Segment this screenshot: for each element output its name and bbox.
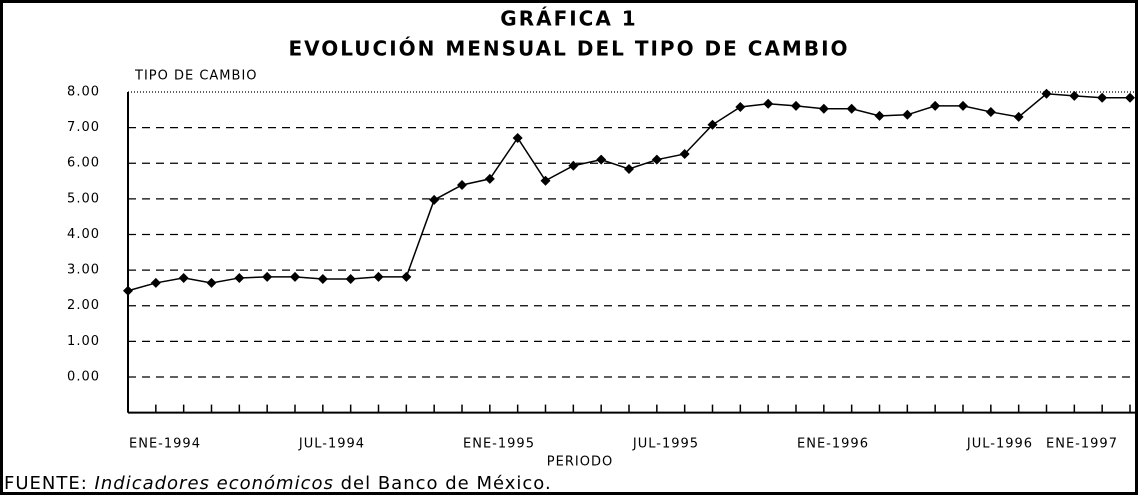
x-axis-label: PERIODO: [547, 455, 613, 470]
x-tick-label: ENE-1994: [129, 437, 201, 452]
point: [596, 154, 607, 165]
point: [679, 148, 690, 159]
point: [262, 271, 273, 282]
x-tick-label: JUL-1996: [966, 437, 1033, 452]
x-tick-label: ENE-1996: [797, 437, 869, 452]
source: FUENTE: Indicadores económicos del Banco…: [4, 473, 552, 494]
point: [540, 175, 551, 186]
point: [429, 194, 440, 205]
y-tick-label: 2.00: [67, 298, 100, 313]
y-tick-label: 5.00: [67, 191, 100, 206]
point: [1041, 88, 1052, 99]
point: [1097, 92, 1108, 103]
point: [985, 106, 996, 117]
y-tick-label: 4.00: [67, 227, 100, 242]
x-tick-label: JUL-1994: [298, 437, 365, 452]
point: [1069, 90, 1080, 101]
point: [1013, 111, 1024, 122]
point: [484, 173, 495, 184]
point: [345, 274, 356, 285]
y-tick-label: 3.00: [67, 263, 100, 278]
source-italic: Indicadores económicos: [95, 473, 334, 494]
source-prefix: FUENTE:: [4, 473, 88, 494]
point: [178, 272, 189, 283]
point: [651, 154, 662, 165]
point: [568, 160, 579, 171]
y-axis-label: TIPO DE CAMBIO: [134, 69, 258, 84]
point: [234, 272, 245, 283]
chart-subtitle: EVOLUCIÓN MENSUAL DEL TIPO DE CAMBIO: [288, 37, 849, 61]
point: [401, 271, 412, 282]
y-tick-label: 8.00: [67, 85, 100, 100]
x-tick-label: JUL-1995: [632, 437, 699, 452]
y-tick-label: 6.00: [67, 156, 100, 171]
point: [206, 277, 217, 288]
point: [150, 277, 161, 288]
point: [874, 110, 885, 121]
point: [707, 119, 718, 130]
point: [624, 163, 634, 174]
line: [127, 93, 1130, 292]
point: [373, 271, 384, 282]
point: [818, 103, 829, 114]
point: [1125, 92, 1135, 103]
point: [763, 98, 774, 109]
point: [457, 179, 467, 190]
source-suffix: del Banco de México.: [341, 473, 552, 494]
point: [123, 285, 133, 296]
point: [735, 101, 746, 112]
x-tick-label: ENE-1997: [1046, 437, 1118, 452]
point: [958, 100, 968, 111]
point: [290, 271, 300, 282]
point: [902, 109, 913, 120]
chart-title: GRÁFICA 1: [500, 7, 637, 31]
point: [791, 100, 801, 111]
y-tick-label: 7.00: [67, 120, 100, 135]
point: [317, 274, 328, 285]
y-tick-label: 0.00: [67, 369, 100, 384]
point: [930, 100, 941, 111]
point: [512, 132, 523, 143]
point: [846, 103, 857, 114]
y-tick-label: 1.00: [67, 334, 100, 349]
x-tick-label: ENE-1995: [463, 437, 535, 452]
